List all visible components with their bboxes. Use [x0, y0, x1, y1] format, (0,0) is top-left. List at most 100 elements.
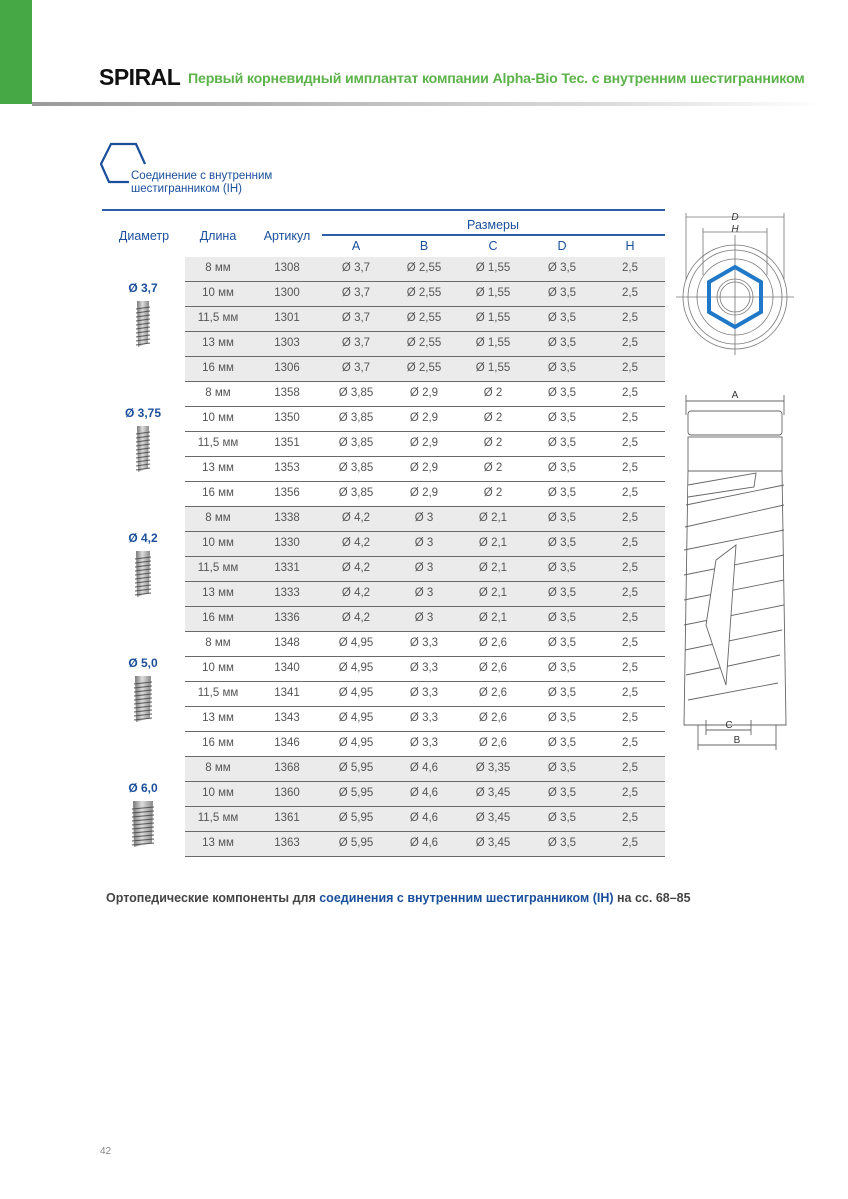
- cell-b: Ø 3,3: [409, 687, 439, 699]
- cell-b: Ø 4,6: [409, 812, 439, 824]
- cell-h: 2,5: [622, 737, 638, 749]
- cell-article: 1363: [274, 837, 300, 849]
- header-col-c: C: [488, 239, 498, 253]
- cell-d: Ø 3,5: [547, 337, 577, 349]
- cell-h: 2,5: [622, 712, 638, 724]
- table-top-rule: [102, 209, 665, 211]
- cell-d: Ø 3,5: [547, 787, 577, 799]
- table-row: 10 мм 1330 Ø 4,2 Ø 3 Ø 2,1 Ø 3,5 2,5: [185, 532, 665, 557]
- table-row: 8 мм 1358 Ø 3,85 Ø 2,9 Ø 2 Ø 3,5 2,5: [185, 382, 665, 407]
- table-row: 8 мм 1348 Ø 4,95 Ø 3,3 Ø 2,6 Ø 3,5 2,5: [185, 632, 665, 657]
- cell-article: 1333: [274, 587, 300, 599]
- cell-b: Ø 2,55: [406, 362, 442, 374]
- sizes-rule: [322, 234, 665, 236]
- cell-c: Ø 2,1: [478, 587, 508, 599]
- cell-length: 8 мм: [205, 387, 231, 399]
- cell-c: Ø 1,55: [475, 262, 511, 274]
- cell-a: Ø 4,2: [341, 587, 371, 599]
- cell-a: Ø 3,7: [341, 287, 371, 299]
- label-h: H: [731, 224, 739, 235]
- cell-d: Ø 3,5: [547, 387, 577, 399]
- cell-d: Ø 3,5: [547, 537, 577, 549]
- header-col-h: H: [625, 239, 635, 253]
- cell-b: Ø 3: [414, 612, 434, 624]
- header-article: Артикул: [263, 229, 311, 243]
- page-number: 42: [100, 1146, 112, 1157]
- cell-length: 8 мм: [205, 762, 231, 774]
- cell-length: 8 мм: [205, 262, 231, 274]
- implant-image: [131, 801, 155, 847]
- table-row: 13 мм 1303 Ø 3,7 Ø 2,55 Ø 1,55 Ø 3,5 2,5: [185, 332, 665, 357]
- cell-b: Ø 3: [414, 587, 434, 599]
- cell-article: 1350: [274, 412, 300, 424]
- cell-length: 8 мм: [205, 637, 231, 649]
- label-d: D: [731, 212, 738, 223]
- cell-length: 11,5 мм: [197, 312, 239, 324]
- cell-c: Ø 1,55: [475, 337, 511, 349]
- cell-length: 11,5 мм: [197, 562, 239, 574]
- cell-h: 2,5: [622, 437, 638, 449]
- cell-h: 2,5: [622, 262, 638, 274]
- cell-d: Ø 3,5: [547, 737, 577, 749]
- cell-d: Ø 3,5: [547, 487, 577, 499]
- cell-a: Ø 4,2: [341, 512, 371, 524]
- cell-c: Ø 2,6: [478, 662, 508, 674]
- cell-length: 13 мм: [202, 337, 234, 349]
- cell-b: Ø 2,9: [409, 487, 439, 499]
- cell-article: 1343: [274, 712, 300, 724]
- cell-h: 2,5: [622, 762, 638, 774]
- cell-a: Ø 3,7: [341, 262, 371, 274]
- cell-a: Ø 4,2: [341, 562, 371, 574]
- cell-length: 10 мм: [202, 787, 234, 799]
- cell-c: Ø 3,35: [475, 762, 511, 774]
- cell-c: Ø 2,6: [478, 737, 508, 749]
- implant-image: [133, 676, 153, 722]
- cell-article: 1353: [274, 462, 300, 474]
- cell-h: 2,5: [622, 612, 638, 624]
- diameter-group-label: Ø 3,75: [124, 406, 162, 420]
- cell-length: 13 мм: [202, 462, 234, 474]
- cell-c: Ø 2,6: [478, 687, 508, 699]
- cell-c: Ø 3,45: [475, 787, 511, 799]
- cell-d: Ø 3,5: [547, 287, 577, 299]
- cell-c: Ø 2: [483, 487, 503, 499]
- cell-c: Ø 2: [483, 412, 503, 424]
- cell-length: 10 мм: [202, 662, 234, 674]
- diameter-group-label: Ø 3,7: [128, 281, 158, 295]
- tagline: Первый корневидный имплантат компании Al…: [188, 71, 805, 87]
- cell-article: 1303: [274, 337, 300, 349]
- diameter-group-label: Ø 5,0: [128, 656, 158, 670]
- table-row: 13 мм 1363 Ø 5,95 Ø 4,6 Ø 3,45 Ø 3,5 2,5: [185, 832, 665, 857]
- cell-length: 13 мм: [202, 837, 234, 849]
- cell-a: Ø 4,2: [341, 537, 371, 549]
- cell-d: Ø 3,5: [547, 562, 577, 574]
- cell-b: Ø 4,6: [409, 837, 439, 849]
- cell-a: Ø 3,7: [341, 337, 371, 349]
- label-c: C: [725, 720, 732, 731]
- cell-b: Ø 4,6: [409, 787, 439, 799]
- cell-article: 1338: [274, 512, 300, 524]
- cell-article: 1336: [274, 612, 300, 624]
- cell-length: 16 мм: [202, 362, 234, 374]
- cell-length: 11,5 мм: [197, 687, 239, 699]
- cell-c: Ø 2,1: [478, 512, 508, 524]
- connection-line2: шестигранником (IH): [131, 183, 242, 195]
- connection-label: Соединение с внутренним шестигранником (…: [131, 170, 272, 196]
- cell-h: 2,5: [622, 287, 638, 299]
- header-sizes: Размеры: [467, 218, 519, 232]
- cell-a: Ø 4,95: [338, 712, 374, 724]
- cell-b: Ø 3: [414, 512, 434, 524]
- cell-h: 2,5: [622, 462, 638, 474]
- cell-length: 16 мм: [202, 612, 234, 624]
- cell-d: Ø 3,5: [547, 362, 577, 374]
- table-row: 16 мм 1306 Ø 3,7 Ø 2,55 Ø 1,55 Ø 3,5 2,5: [185, 357, 665, 382]
- label-a: A: [732, 390, 739, 401]
- cell-h: 2,5: [622, 787, 638, 799]
- cell-length: 16 мм: [202, 487, 234, 499]
- table-row: 10 мм 1350 Ø 3,85 Ø 2,9 Ø 2 Ø 3,5 2,5: [185, 407, 665, 432]
- cell-a: Ø 4,2: [341, 612, 371, 624]
- footnote-link[interactable]: соединения с внутренним шестигранником (…: [319, 891, 614, 905]
- cell-length: 13 мм: [202, 712, 234, 724]
- cell-h: 2,5: [622, 512, 638, 524]
- table-row: 11,5 мм 1341 Ø 4,95 Ø 3,3 Ø 2,6 Ø 3,5 2,5: [185, 682, 665, 707]
